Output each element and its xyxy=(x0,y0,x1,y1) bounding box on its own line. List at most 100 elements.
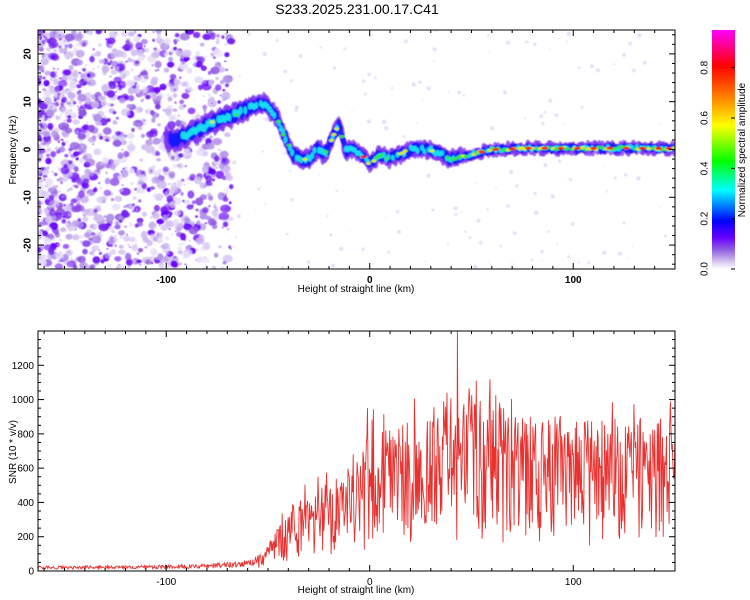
ridge-core-cyan xyxy=(390,154,395,161)
noise-speck xyxy=(60,109,65,113)
noise-speck xyxy=(433,60,435,62)
noise-speck xyxy=(98,95,105,101)
noise-speck xyxy=(112,243,115,245)
noise-speck xyxy=(229,76,232,79)
noise-speck xyxy=(63,203,73,212)
snr-x-axis-label: Height of straight line (km) xyxy=(298,585,415,596)
noise-speck xyxy=(86,73,91,78)
noise-speck xyxy=(186,204,194,210)
noise-speck xyxy=(131,244,138,252)
ridge-core-green xyxy=(463,155,469,159)
noise-speck xyxy=(207,166,213,172)
noise-speck xyxy=(84,158,96,167)
noise-speck xyxy=(196,148,205,156)
noise-speck xyxy=(133,87,141,95)
noise-speck xyxy=(174,66,177,69)
noise-speck xyxy=(210,48,212,50)
noise-speck xyxy=(133,36,140,43)
noise-speck xyxy=(38,246,42,254)
noise-speck xyxy=(114,224,121,230)
noise-speck xyxy=(156,233,160,236)
noise-speck xyxy=(57,38,68,46)
noise-speck xyxy=(82,216,89,222)
noise-speck xyxy=(133,59,141,67)
noise-speck xyxy=(187,43,189,45)
ridge-hotspot xyxy=(622,146,630,150)
noise-speck xyxy=(558,159,562,163)
noise-speck xyxy=(43,237,50,243)
noise-speck xyxy=(180,233,186,241)
noise-speck xyxy=(105,171,108,174)
noise-speck xyxy=(137,126,143,131)
noise-speck xyxy=(122,184,124,186)
noise-speck xyxy=(136,259,142,264)
noise-speck xyxy=(145,94,151,100)
noise-speck xyxy=(168,183,171,185)
noise-speck xyxy=(72,119,80,125)
noise-speck xyxy=(280,266,285,269)
noise-speck xyxy=(106,90,115,98)
noise-speck xyxy=(295,105,299,110)
noise-speck xyxy=(173,78,181,86)
noise-speck xyxy=(121,211,130,218)
noise-speck xyxy=(187,107,196,115)
noise-speck xyxy=(120,67,123,71)
noise-speck xyxy=(94,98,98,102)
noise-speck xyxy=(139,75,149,83)
noise-speck xyxy=(42,174,48,178)
noise-speck xyxy=(95,30,102,35)
noise-speck xyxy=(98,59,105,64)
noise-speck xyxy=(114,66,120,71)
noise-speck xyxy=(222,221,229,228)
noise-speck xyxy=(142,85,148,93)
ridge-core-green xyxy=(371,159,377,163)
ridge-core-cyan xyxy=(254,102,259,109)
noise-speck xyxy=(88,237,93,241)
noise-speck xyxy=(133,59,136,61)
noise-speck xyxy=(156,232,163,239)
noise-speck xyxy=(60,102,65,107)
noise-speck xyxy=(140,99,144,102)
noise-speck xyxy=(67,115,72,119)
noise-speck xyxy=(110,103,114,107)
noise-speck xyxy=(114,256,122,262)
noise-speck xyxy=(44,167,49,174)
snr-y-tick-label: 0 xyxy=(28,567,34,578)
noise-speck xyxy=(72,234,80,241)
noise-speck xyxy=(163,39,169,45)
noise-speck xyxy=(614,176,617,180)
noise-speck xyxy=(604,166,606,168)
noise-speck xyxy=(53,93,58,98)
noise-speck xyxy=(215,76,219,81)
noise-speck xyxy=(64,148,67,151)
noise-speck xyxy=(114,31,118,34)
noise-speck xyxy=(402,135,406,138)
noise-speck xyxy=(548,48,551,50)
noise-speck xyxy=(113,50,124,58)
noise-speck xyxy=(331,263,336,268)
noise-speck xyxy=(397,229,401,234)
noise-speck xyxy=(211,163,217,169)
noise-speck xyxy=(329,233,333,237)
colorbar-tick-label: 0.6 xyxy=(700,111,711,125)
noise-speck xyxy=(56,166,59,169)
noise-speck xyxy=(478,240,483,245)
noise-speck xyxy=(221,226,224,229)
noise-speck xyxy=(67,223,75,232)
noise-speck xyxy=(54,99,57,102)
noise-speck xyxy=(183,148,191,157)
snr-y-tick-label: 600 xyxy=(17,464,34,475)
noise-speck xyxy=(50,71,57,78)
noise-speck xyxy=(89,247,92,250)
noise-speck xyxy=(157,253,164,261)
noise-speck xyxy=(112,139,122,147)
noise-speck xyxy=(189,173,196,181)
noise-speck xyxy=(224,132,231,138)
noise-speck xyxy=(257,187,260,191)
noise-speck xyxy=(181,81,188,87)
noise-speck xyxy=(126,243,131,247)
ridge-hotspot xyxy=(639,146,646,150)
noise-speck xyxy=(227,228,230,230)
noise-speck xyxy=(149,128,158,135)
noise-speck xyxy=(53,67,55,70)
